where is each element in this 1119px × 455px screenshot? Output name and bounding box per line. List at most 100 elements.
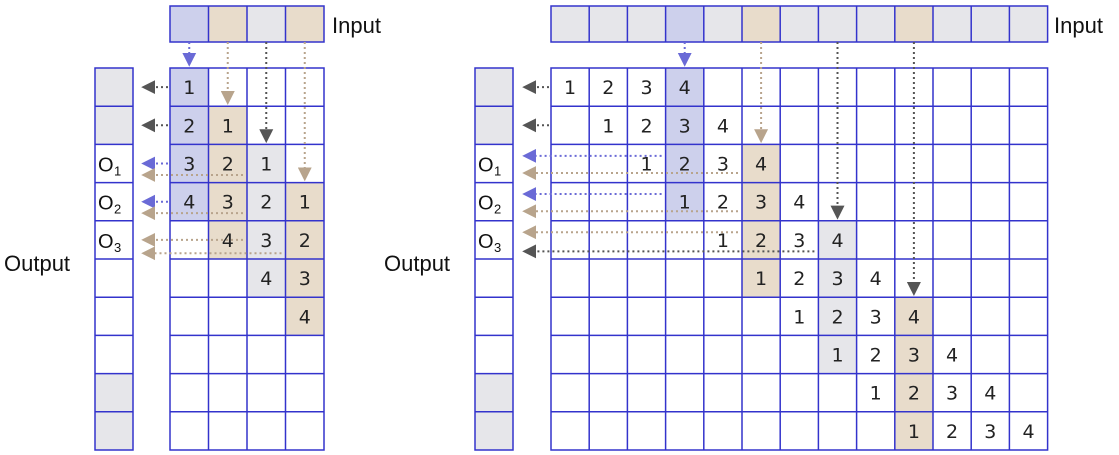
input-cell-fill — [627, 6, 666, 42]
kernel-cell-fill — [665, 182, 704, 221]
output-label-o: O — [98, 231, 114, 253]
output-label-sub: 3 — [114, 240, 121, 255]
kernel-cell-fill — [742, 220, 781, 259]
kernel-tap-label: 1 — [908, 421, 920, 443]
kernel-cell-fill — [247, 259, 286, 298]
kernel-cell-fill — [894, 335, 933, 374]
kernel-cell-fill — [247, 144, 286, 183]
kernel-tap-label: 4 — [260, 268, 272, 290]
input-cell-fill — [208, 6, 247, 42]
kernel-tap-label: 3 — [183, 154, 195, 176]
kernel-cell-fill — [170, 182, 209, 221]
kernel-tap-label: 1 — [564, 77, 576, 99]
kernel-tap-label: 4 — [717, 115, 729, 137]
kernel-tap-label: 1 — [299, 192, 311, 214]
kernel-tap-label: 2 — [260, 192, 272, 214]
input-label-right: Input — [1054, 13, 1103, 38]
kernel-tap-label: 3 — [755, 192, 767, 214]
kernel-tap-label: 3 — [946, 383, 958, 405]
kernel-tap-label: 1 — [831, 345, 843, 367]
kernel-cell-fill — [665, 106, 704, 145]
input-cell-fill — [780, 6, 819, 42]
kernel-cell-fill — [742, 144, 781, 183]
kernel-cell-fill — [170, 68, 209, 107]
output-label-o: O — [98, 155, 114, 177]
kernel-tap-label: 2 — [946, 421, 958, 443]
input-cell-fill — [703, 6, 742, 42]
output-label-o: O — [478, 155, 494, 177]
input-cell-fill — [1009, 6, 1048, 42]
output-label-sub: 1 — [114, 164, 121, 179]
kernel-cell-fill — [894, 297, 933, 336]
input-cell-fill — [856, 6, 895, 42]
output-label-o: O — [478, 231, 494, 253]
output-cell-fill — [475, 411, 513, 450]
kernel-tap-label: 2 — [602, 77, 614, 99]
kernel-cell-fill — [208, 106, 247, 145]
kernel-tap-label: 2 — [793, 268, 805, 290]
output-cell-fill — [475, 106, 513, 145]
output-label-sub: 3 — [494, 240, 501, 255]
input-cell-fill — [170, 6, 209, 42]
kernel-tap-label: 4 — [870, 268, 882, 290]
kernel-tap-label: 2 — [870, 345, 882, 367]
kernel-tap-label: 3 — [640, 77, 652, 99]
kernel-tap-label: 4 — [793, 192, 805, 214]
kernel-tap-label: 3 — [299, 268, 311, 290]
input-cell-fill — [894, 6, 933, 42]
kernel-tap-label: 4 — [755, 154, 767, 176]
kernel-cell-fill — [208, 144, 247, 183]
output-label-o: O — [478, 193, 494, 215]
kernel-tap-label: 1 — [717, 230, 729, 252]
input-strip — [550, 5, 1049, 43]
kernel-cell-fill — [742, 182, 781, 221]
kernel-cell-fill — [285, 259, 324, 298]
output-label-sub: 2 — [494, 202, 501, 217]
kernel-tap-label: 1 — [870, 383, 882, 405]
input-cell-fill — [665, 6, 704, 42]
kernel-tap-label: 4 — [831, 230, 843, 252]
input-cell-fill — [247, 6, 286, 42]
kernel-tap-label: 3 — [984, 421, 996, 443]
kernel-cell-fill — [247, 182, 286, 221]
kernel-cell-fill — [818, 297, 857, 336]
kernel-cell-fill — [665, 144, 704, 183]
kernel-tap-label: 4 — [183, 192, 195, 214]
kernel-tap-label: 1 — [793, 306, 805, 328]
input-cell-fill — [933, 6, 972, 42]
kernel-tap-label: 2 — [679, 154, 691, 176]
input-cell-fill — [551, 6, 590, 42]
output-cell-fill — [475, 373, 513, 412]
input-cell-fill — [589, 6, 628, 42]
kernel-cell-fill — [285, 297, 324, 336]
kernel-tap-label: 1 — [679, 192, 691, 214]
kernel-tap-label: 1 — [602, 115, 614, 137]
kernel-tap-label: 4 — [908, 306, 920, 328]
kernel-tap-label: 3 — [870, 306, 882, 328]
kernel-tap-label: 4 — [222, 230, 234, 252]
kernel-tap-label: 1 — [222, 115, 234, 137]
kernel-tap-label: 3 — [222, 192, 234, 214]
output-cell-fill — [475, 68, 513, 107]
input-label: Input — [332, 13, 381, 38]
kernel-cell-fill — [285, 182, 324, 221]
kernel-cell-fill — [818, 220, 857, 259]
right-panel: 1 2 3 4 1 2 3 4 1 2 3 4 1 2 3 4 1 2 3 4 1 2 3 4 1 2 3 4 1 2 3 4 1 2 3 4 1 2 3 4… — [384, 5, 1103, 451]
kernel-tap-label: 2 — [640, 115, 652, 137]
kernel-cell-fill — [818, 259, 857, 298]
input-cell-fill — [971, 6, 1010, 42]
output-label-o: O — [98, 193, 114, 215]
kernel-tap-label: 1 — [755, 268, 767, 290]
kernel-tap-label: 2 — [908, 383, 920, 405]
kernel-tap-label: 2 — [831, 306, 843, 328]
kernel-tap-label: 1 — [260, 154, 272, 176]
kernel-cell-fill — [170, 106, 209, 145]
output-cell-fill — [95, 106, 133, 145]
kernel-cell-fill — [665, 68, 704, 107]
kernel-cell-fill — [742, 259, 781, 298]
kernel-tap-label: 2 — [183, 115, 195, 137]
kernel-cell-fill — [894, 411, 933, 450]
kernel-tap-label: 3 — [679, 115, 691, 137]
